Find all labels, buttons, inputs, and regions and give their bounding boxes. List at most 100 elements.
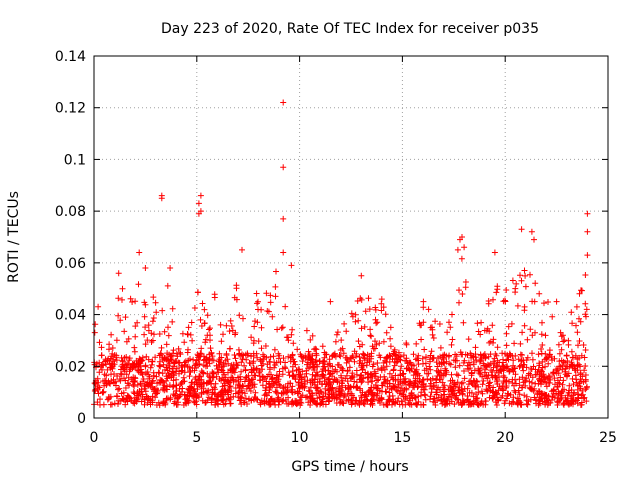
data-point bbox=[187, 356, 193, 362]
data-point bbox=[576, 338, 583, 344]
data-point bbox=[266, 389, 272, 396]
data-point bbox=[201, 306, 208, 313]
data-point bbox=[233, 296, 240, 303]
data-point bbox=[499, 392, 506, 399]
data-point bbox=[358, 296, 365, 303]
data-point bbox=[549, 357, 555, 364]
data-point bbox=[497, 366, 504, 373]
axes-layer: 0 5 10 15 20 25 0 0.02 0.04 0.06 0.08 0.1 0.12 0.14 bbox=[55, 49, 617, 446]
data-point bbox=[490, 384, 497, 391]
data-point bbox=[212, 401, 219, 408]
data-point bbox=[250, 360, 256, 367]
data-point bbox=[468, 354, 475, 361]
data-point bbox=[503, 287, 510, 293]
data-point bbox=[547, 376, 554, 383]
data-point bbox=[449, 336, 456, 343]
data-point bbox=[353, 379, 360, 386]
data-point bbox=[276, 352, 283, 359]
data-point bbox=[529, 332, 536, 339]
data-point bbox=[146, 375, 153, 382]
data-point bbox=[486, 380, 492, 387]
data-point bbox=[380, 380, 387, 387]
data-point bbox=[325, 376, 332, 383]
data-point bbox=[298, 394, 305, 401]
data-point bbox=[179, 378, 186, 385]
data-point bbox=[392, 351, 399, 358]
data-point bbox=[531, 236, 537, 243]
data-point bbox=[508, 320, 515, 327]
data-point bbox=[173, 382, 180, 389]
data-point bbox=[545, 360, 552, 367]
data-point bbox=[473, 395, 480, 402]
data-point bbox=[119, 285, 126, 292]
data-point bbox=[131, 344, 138, 351]
data-point bbox=[163, 341, 170, 348]
data-point bbox=[233, 285, 240, 292]
data-point bbox=[322, 385, 329, 392]
data-point bbox=[583, 306, 590, 313]
data-point bbox=[109, 360, 116, 367]
data-point bbox=[465, 336, 472, 343]
data-point bbox=[160, 398, 167, 405]
data-point bbox=[570, 381, 577, 388]
data-point bbox=[206, 356, 213, 363]
data-point bbox=[267, 292, 274, 299]
data-point bbox=[526, 384, 533, 391]
data-point bbox=[568, 309, 575, 316]
data-point bbox=[448, 341, 455, 348]
data-point bbox=[214, 366, 221, 372]
data-point bbox=[369, 389, 376, 396]
data-point bbox=[474, 320, 481, 327]
data-point bbox=[564, 358, 571, 364]
data-point bbox=[475, 383, 482, 390]
data-point bbox=[125, 380, 132, 387]
data-point bbox=[539, 398, 546, 405]
data-point bbox=[486, 362, 493, 369]
data-point bbox=[150, 315, 157, 321]
data-point bbox=[141, 396, 148, 403]
data-point bbox=[251, 384, 258, 391]
data-point bbox=[232, 385, 239, 391]
data-point bbox=[361, 323, 368, 330]
data-point bbox=[122, 314, 129, 321]
data-point bbox=[383, 329, 390, 336]
data-point bbox=[150, 294, 157, 301]
data-point bbox=[241, 399, 248, 406]
data-point bbox=[253, 290, 260, 297]
data-point bbox=[355, 338, 362, 345]
data-point bbox=[307, 398, 314, 404]
data-point bbox=[461, 368, 467, 374]
data-point bbox=[360, 350, 367, 357]
data-point bbox=[389, 401, 395, 408]
data-point bbox=[218, 377, 225, 384]
data-point bbox=[545, 372, 552, 379]
data-point bbox=[428, 385, 435, 392]
data-point bbox=[405, 360, 412, 367]
data-point bbox=[452, 351, 459, 358]
data-point bbox=[155, 399, 162, 406]
data-point bbox=[200, 385, 207, 392]
data-point bbox=[159, 370, 166, 377]
data-point bbox=[401, 379, 408, 385]
data-point bbox=[380, 338, 387, 345]
data-point bbox=[122, 385, 129, 391]
data-point bbox=[568, 387, 575, 393]
data-point bbox=[165, 370, 172, 377]
data-point bbox=[258, 397, 265, 404]
data-point bbox=[107, 364, 114, 371]
data-point bbox=[479, 373, 486, 380]
data-point bbox=[343, 328, 350, 335]
data-point bbox=[199, 369, 206, 376]
data-point bbox=[512, 371, 519, 378]
data-point bbox=[311, 381, 318, 388]
data-point bbox=[105, 394, 112, 400]
data-point bbox=[96, 339, 103, 346]
data-point bbox=[113, 352, 120, 359]
data-point bbox=[579, 387, 586, 394]
data-point bbox=[123, 338, 130, 345]
data-point bbox=[229, 327, 236, 334]
data-point bbox=[267, 353, 274, 360]
data-point bbox=[499, 350, 506, 357]
data-point bbox=[226, 328, 233, 335]
data-point bbox=[91, 329, 98, 336]
